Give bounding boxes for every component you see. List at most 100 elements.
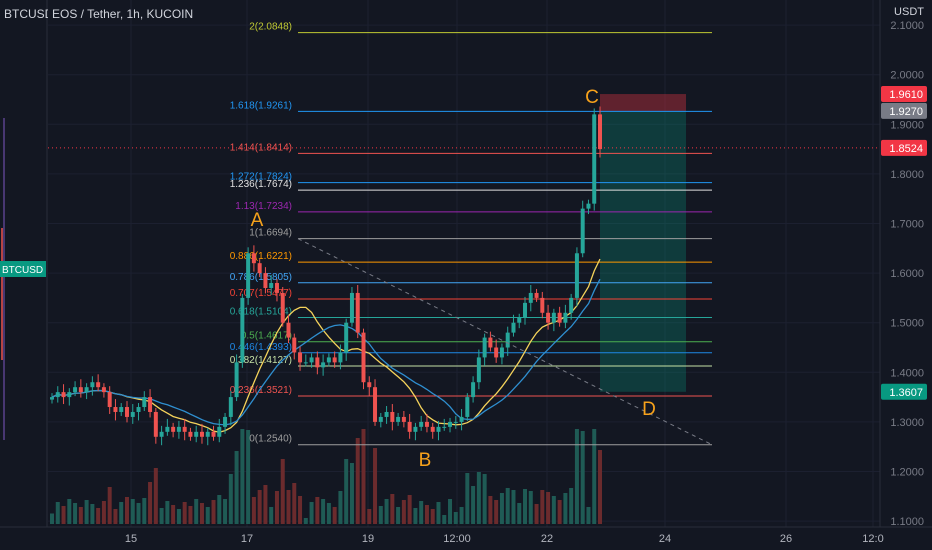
pattern-point-b[interactable]: B — [419, 450, 432, 471]
volume-bar — [563, 493, 568, 524]
volume-bar — [315, 497, 320, 524]
candle-body — [419, 421, 424, 427]
candle-body — [217, 426, 222, 437]
candle-body — [551, 312, 556, 323]
fib-level-label: 0.382(1.4127) — [230, 355, 292, 366]
volume-bar — [303, 518, 308, 524]
volume-bar — [453, 512, 458, 524]
price-tick-label: 1.6000 — [890, 268, 924, 280]
currency-unit: USDT — [894, 6, 924, 18]
dashed-trendline[interactable] — [297, 238, 713, 446]
candle-body — [384, 411, 389, 417]
compare-panel: BTCUSD — [0, 0, 48, 527]
candle-body — [326, 357, 331, 363]
volume-bar — [598, 450, 602, 524]
fib-level-label: 1.272(1.7824) — [230, 172, 292, 183]
chart-title[interactable]: EOS / Tether, 1h, KUCOIN — [52, 7, 194, 21]
candle-body — [269, 283, 274, 288]
short-position-tool[interactable] — [600, 94, 686, 392]
volume-bar — [286, 490, 291, 524]
candle-body — [598, 114, 602, 150]
volume-bar — [551, 496, 556, 524]
volume-bar — [580, 431, 585, 524]
volume-bar — [96, 508, 101, 524]
volume-bar — [448, 499, 453, 524]
price-tag-label: 1.9610 — [889, 89, 923, 101]
candle-body — [367, 382, 372, 388]
volume-bar — [413, 508, 418, 524]
candle-body — [182, 426, 187, 432]
position-risk-zone[interactable] — [600, 94, 686, 112]
candle-body — [459, 416, 464, 422]
time-axis[interactable]: 15 17 19 12:00 22 24 26 12:0 — [0, 526, 932, 545]
candle-body — [586, 203, 591, 209]
volume-bar — [228, 474, 233, 524]
volume-bar — [511, 490, 516, 524]
volume-bar — [488, 496, 493, 524]
volume-bar — [309, 502, 314, 524]
candle-body — [499, 347, 504, 358]
volume-bar — [557, 500, 562, 524]
candle-body — [165, 426, 170, 432]
volume-bar — [130, 499, 135, 524]
price-tag — [881, 102, 927, 119]
fib-level-label: 0.618(1.5104) — [230, 307, 292, 318]
time-tick-label: 12:00 — [443, 533, 471, 545]
volume-bar — [390, 494, 395, 524]
volume-bar — [499, 493, 504, 524]
fib-level-label: 0.707(1.5477) — [230, 288, 292, 299]
candle-body — [534, 292, 539, 298]
candle-body — [251, 253, 256, 264]
price-tick-label: 1.3000 — [890, 417, 924, 429]
candle-body — [407, 421, 412, 432]
pattern-point-c[interactable]: C — [585, 87, 599, 108]
candle-body — [332, 357, 337, 363]
volume-bar — [113, 509, 118, 524]
candle-body — [96, 382, 101, 388]
time-tick-label: 15 — [125, 533, 137, 545]
candle-body — [124, 407, 129, 417]
candle-body — [274, 283, 279, 293]
price-tick-label: 1.2000 — [890, 467, 924, 479]
volume-bar — [246, 430, 251, 524]
candle-body — [61, 392, 66, 398]
volume-bar — [257, 490, 262, 524]
price-tick-label: 2.0000 — [890, 70, 924, 82]
volume-bar — [280, 459, 285, 524]
price-tick-label: 1.1000 — [890, 516, 924, 528]
volume-bar — [269, 507, 274, 524]
volume-bar — [165, 501, 170, 524]
price-tick-label: 1.7000 — [890, 219, 924, 231]
volume-bar — [430, 509, 435, 524]
pattern-points[interactable]: A B C D — [251, 87, 656, 471]
compare-symbol[interactable]: BTCUSD — [4, 7, 48, 21]
volume-bar — [199, 503, 204, 524]
volume-bar — [517, 503, 522, 524]
time-tick-label: 26 — [780, 533, 792, 545]
price-tag-label: 1.3607 — [889, 387, 923, 399]
position-reward-zone[interactable] — [600, 111, 686, 392]
candle-body — [344, 322, 349, 353]
volume-bar — [78, 507, 83, 524]
pattern-point-d[interactable]: D — [642, 399, 656, 420]
price-tag — [881, 86, 927, 103]
price-tick-label: 2.1000 — [890, 20, 924, 32]
fib-level-label: 0.236(1.3521) — [230, 385, 292, 396]
volume-bar — [274, 491, 279, 524]
volume-bar — [194, 499, 199, 524]
pattern-point-a[interactable]: A — [251, 210, 264, 231]
volume-bar — [574, 429, 579, 524]
price-axis[interactable]: 2.1000 2.0000 1.9000 1.8000 1.7000 1.6000 1.50… — [879, 0, 927, 528]
candle-body — [223, 416, 228, 427]
candle-body — [303, 362, 308, 364]
fib-level-label: 1.618(1.9261) — [230, 100, 292, 111]
volume-bar — [505, 488, 510, 524]
candle-body — [67, 392, 72, 398]
compare-price-tag-label: BTCUSD — [2, 265, 43, 276]
trendline[interactable] — [297, 238, 713, 446]
fib-extension-levels[interactable]: 2(2.0848)1.618(1.9261)1.414(1.8414)1.272… — [48, 22, 880, 446]
volume-bar — [61, 506, 66, 524]
candle-body — [142, 397, 147, 408]
volume-bar — [476, 472, 481, 524]
